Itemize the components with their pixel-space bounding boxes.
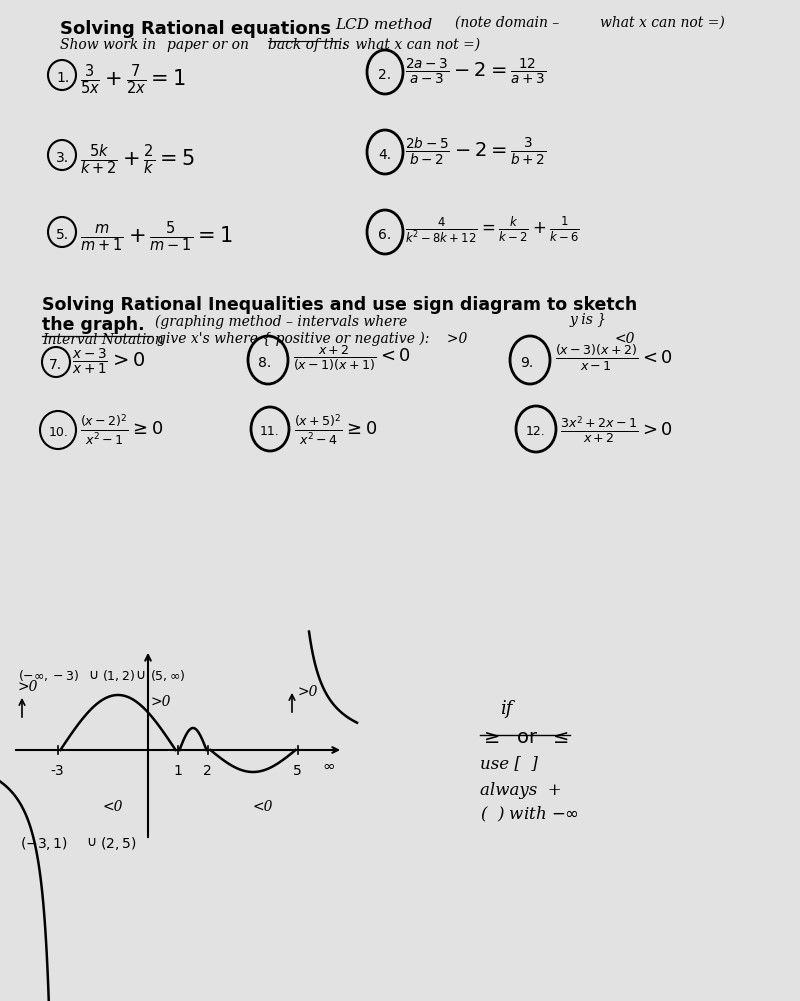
- Text: $\cup$: $\cup$: [88, 668, 98, 682]
- Text: $(-3,1)$: $(-3,1)$: [20, 835, 68, 852]
- Text: $\frac{(x-3)(x+2)}{x-1}<0$: $\frac{(x-3)(x+2)}{x-1}<0$: [555, 342, 673, 373]
- Text: LCD method: LCD method: [335, 18, 432, 32]
- Text: 3.: 3.: [56, 151, 69, 165]
- Text: -3: -3: [50, 764, 64, 778]
- Text: Show work in: Show work in: [60, 38, 156, 52]
- Text: (  ) with $-\infty$: ( ) with $-\infty$: [480, 805, 579, 824]
- Text: what x can not =): what x can not =): [600, 16, 725, 30]
- Text: 2.: 2.: [378, 68, 391, 82]
- Text: 8.: 8.: [258, 356, 271, 370]
- Text: >0: >0: [298, 685, 318, 699]
- Text: $\frac{3}{5x}+\frac{7}{2x}=1$: $\frac{3}{5x}+\frac{7}{2x}=1$: [80, 63, 186, 97]
- Text: 5: 5: [293, 764, 302, 778]
- Text: $\frac{2a-3}{a-3}-2=\frac{12}{a+3}$: $\frac{2a-3}{a-3}-2=\frac{12}{a+3}$: [405, 57, 546, 87]
- Text: $\frac{x+2}{(x-1)(x+1)}<0$: $\frac{x+2}{(x-1)(x+1)}<0$: [293, 343, 411, 372]
- Text: 5.: 5.: [56, 228, 69, 242]
- Text: $\frac{m}{m+1}+\frac{5}{m-1}=1$: $\frac{m}{m+1}+\frac{5}{m-1}=1$: [80, 220, 233, 254]
- Text: $\infty$: $\infty$: [322, 758, 335, 773]
- Text: give x's where { positive or negative ):    >0: give x's where { positive or negative ):…: [157, 332, 467, 346]
- Text: >0: >0: [18, 680, 38, 694]
- Text: Solving Rational Inequalities and use sign diagram to sketch: Solving Rational Inequalities and use si…: [42, 296, 638, 314]
- Text: >0: >0: [151, 695, 171, 709]
- Text: :  what x can not =): : what x can not =): [342, 38, 480, 52]
- Text: <0: <0: [103, 800, 123, 814]
- Text: 1.: 1.: [56, 71, 70, 85]
- Text: (graphing method – intervals where: (graphing method – intervals where: [155, 315, 407, 329]
- Text: <0: <0: [253, 800, 274, 814]
- Text: Solving Rational equations: Solving Rational equations: [60, 20, 331, 38]
- Text: always  +: always +: [480, 782, 562, 799]
- Text: 12.: 12.: [526, 425, 546, 438]
- Text: $\cup$: $\cup$: [135, 668, 146, 682]
- Text: <0: <0: [615, 332, 635, 346]
- Text: (note domain –: (note domain –: [455, 16, 559, 30]
- Text: use [  ]: use [ ]: [480, 755, 538, 772]
- Text: 9.: 9.: [520, 356, 534, 370]
- Text: Interval Notation: Interval Notation: [42, 333, 164, 347]
- Text: the graph.: the graph.: [42, 316, 145, 334]
- Text: back of this: back of this: [268, 38, 350, 52]
- Text: 7.: 7.: [49, 358, 62, 372]
- Text: 1: 1: [173, 764, 182, 778]
- Text: $(-\infty,-3)$: $(-\infty,-3)$: [18, 668, 79, 683]
- Text: $\frac{3x^2+2x-1}{x+2}>0$: $\frac{3x^2+2x-1}{x+2}>0$: [560, 414, 673, 445]
- Text: $\frac{(x+5)^2}{x^2-4}\geq 0$: $\frac{(x+5)^2}{x^2-4}\geq 0$: [294, 412, 378, 447]
- Text: 6.: 6.: [378, 228, 391, 242]
- Text: paper or on: paper or on: [167, 38, 249, 52]
- Text: $\frac{5k}{k+2}+\frac{2}{k}=5$: $\frac{5k}{k+2}+\frac{2}{k}=5$: [80, 143, 195, 177]
- Text: $\geq$  or  $\leq$: $\geq$ or $\leq$: [480, 728, 569, 747]
- Text: $\frac{x-3}{x+1}>0$: $\frac{x-3}{x+1}>0$: [72, 347, 146, 377]
- Text: $\cup$: $\cup$: [86, 835, 96, 849]
- Text: $(1,2)$: $(1,2)$: [102, 668, 135, 683]
- Text: 4.: 4.: [378, 148, 391, 162]
- Text: $\frac{2b-5}{b-2}-2=\frac{3}{b+2}$: $\frac{2b-5}{b-2}-2=\frac{3}{b+2}$: [405, 136, 546, 168]
- Text: 10.: 10.: [49, 426, 69, 439]
- Text: $(5,\infty)$: $(5,\infty)$: [150, 668, 186, 683]
- Text: $\frac{4}{k^2-8k+12}=\frac{k}{k-2}+\frac{1}{k-6}$: $\frac{4}{k^2-8k+12}=\frac{k}{k-2}+\frac…: [405, 214, 579, 245]
- Text: 2: 2: [203, 764, 212, 778]
- Text: 11.: 11.: [260, 425, 280, 438]
- Text: if: if: [500, 700, 512, 718]
- Text: $(2,5)$: $(2,5)$: [100, 835, 136, 852]
- Text: $\frac{(x-2)^2}{x^2-1}\geq 0$: $\frac{(x-2)^2}{x^2-1}\geq 0$: [80, 412, 163, 447]
- Text: y is }: y is }: [570, 313, 607, 327]
